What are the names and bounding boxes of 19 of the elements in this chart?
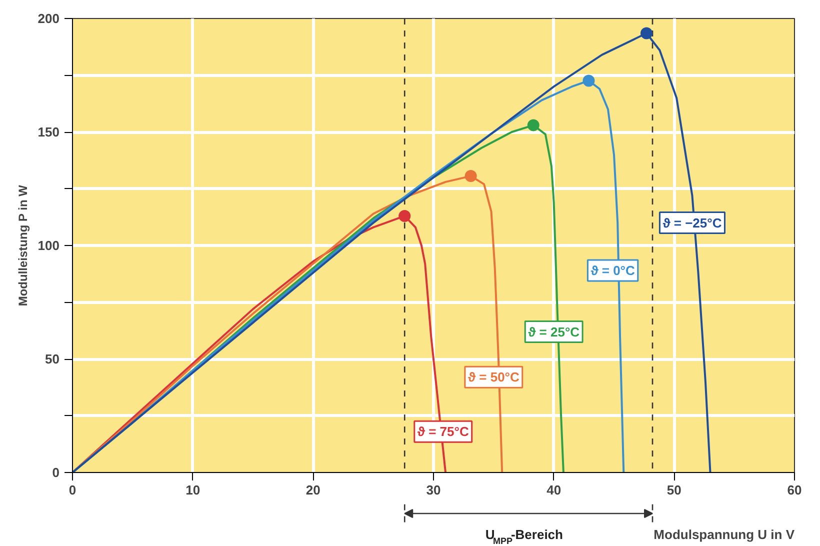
annotation: ϑ = 50°C bbox=[468, 370, 520, 385]
annotation: ϑ = −25°C bbox=[662, 215, 722, 230]
y-axis-title: Modulleistung P in W bbox=[16, 184, 30, 306]
x-tick-label: 20 bbox=[306, 482, 320, 498]
y-tick-label: 50 bbox=[45, 352, 60, 366]
y-tick-label: 100 bbox=[38, 238, 60, 253]
y-tick-label: 0 bbox=[52, 465, 60, 480]
x-tick-label: 40 bbox=[546, 482, 562, 498]
annotation: ϑ = 25°C bbox=[528, 324, 580, 340]
x-tick-label: 30 bbox=[426, 482, 441, 498]
x-tick-label: 50 bbox=[666, 482, 682, 498]
y-tick-label: 200 bbox=[38, 11, 60, 26]
y-tick-label: 150 bbox=[38, 124, 60, 140]
x-tick-label: 60 bbox=[787, 482, 802, 498]
x-tick-label: 0 bbox=[68, 482, 76, 498]
annotation: ϑ = 75°C bbox=[417, 424, 470, 440]
annotation: ϑ = 0°C bbox=[590, 262, 636, 278]
x-tick-label: 10 bbox=[186, 482, 200, 498]
x-axis-title: Modulspannung U in V bbox=[654, 527, 795, 542]
